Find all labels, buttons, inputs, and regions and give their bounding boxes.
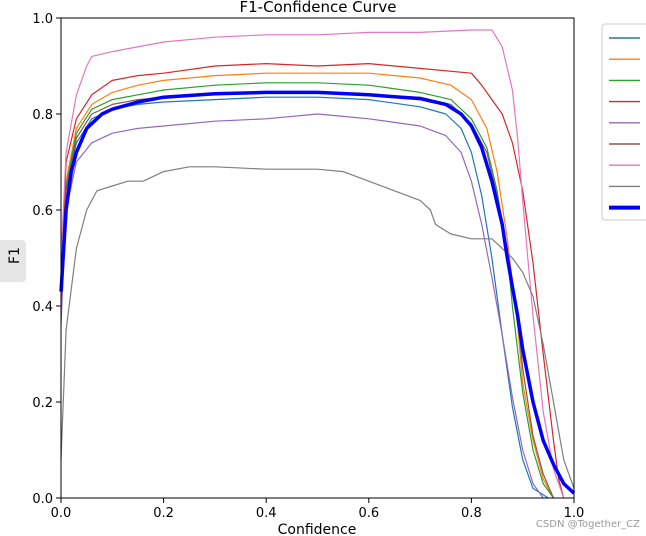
y-tick-label: 0.0 <box>32 492 53 507</box>
y-tick-label: 0.6 <box>32 204 53 219</box>
series-line-2 <box>60 72 555 499</box>
x-axis-ticks: 0.0 0.2 0.4 0.6 0.8 1.0 <box>51 498 585 521</box>
series-line-1 <box>60 96 549 499</box>
y-tick-label: 0.2 <box>32 396 53 411</box>
y-tick-label: 1.0 <box>32 12 53 27</box>
x-tick-label: 0.0 <box>51 506 72 521</box>
series-line-4 <box>60 62 565 499</box>
watermark: CSDN @Together_CZ <box>535 519 640 530</box>
y-axis-label: F1 <box>7 247 23 264</box>
plot-lines <box>59 29 576 499</box>
series-line-8 <box>60 166 575 489</box>
legend-box <box>601 23 646 221</box>
x-tick-label: 0.6 <box>358 506 379 521</box>
x-tick-label: 0.4 <box>256 506 277 521</box>
plot-frame <box>60 17 575 499</box>
x-axis-label: Confidence <box>278 522 357 536</box>
x-tick-label: 0.2 <box>153 506 174 521</box>
y-axis-label-tab: F1 <box>0 240 26 282</box>
series-line-6 <box>60 91 555 499</box>
series-line-3 <box>60 82 554 499</box>
y-axis-ticks: 0.0 0.2 0.4 0.6 0.8 1.0 <box>32 12 61 507</box>
y-tick-label: 0.4 <box>32 300 53 315</box>
series-line-9 <box>59 90 576 495</box>
legend <box>601 23 646 221</box>
series-line-7 <box>60 29 565 499</box>
x-tick-label: 1.0 <box>564 506 585 521</box>
chart-title: F1-Confidence Curve <box>240 0 397 16</box>
x-tick-label: 0.8 <box>461 506 482 521</box>
series-line-5 <box>60 113 544 499</box>
y-tick-label: 0.8 <box>32 108 53 123</box>
